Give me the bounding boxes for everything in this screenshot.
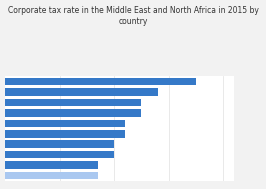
- Bar: [5, 78, 196, 85]
- Bar: [5, 109, 142, 117]
- Bar: [5, 172, 98, 179]
- Text: Corporate tax rate in the Middle East and North Africa in 2015 by
country: Corporate tax rate in the Middle East an…: [7, 6, 259, 26]
- Bar: [5, 119, 125, 127]
- Bar: [5, 88, 158, 96]
- Bar: [5, 151, 114, 159]
- Bar: [5, 130, 125, 138]
- Bar: [5, 98, 142, 106]
- Bar: [5, 161, 98, 169]
- Bar: [5, 140, 114, 148]
